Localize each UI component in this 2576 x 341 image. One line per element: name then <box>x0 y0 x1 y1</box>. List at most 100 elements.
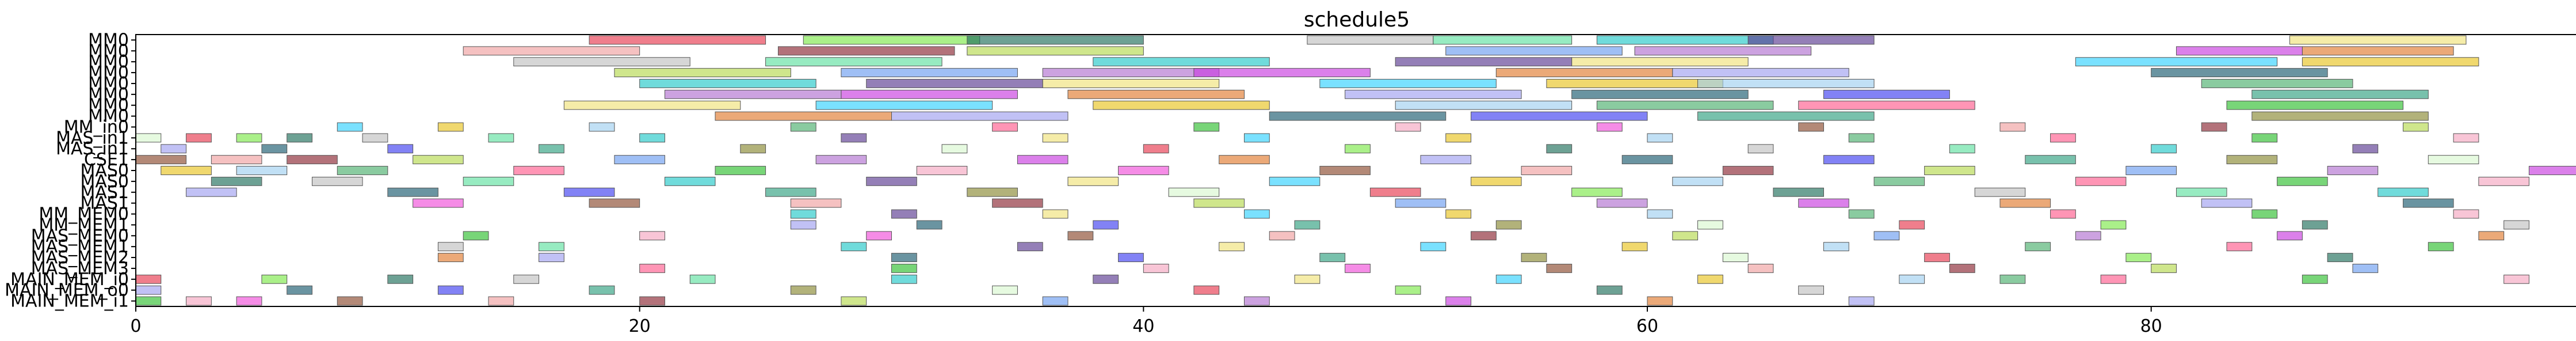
y-tick-label: MM_in0 <box>64 117 129 137</box>
gantt-bar <box>1596 198 1648 208</box>
gantt-bar <box>589 285 615 295</box>
gantt-bar <box>1621 242 1648 252</box>
x-tick-label: 20 <box>629 316 651 336</box>
gantt-bar <box>2226 155 2278 165</box>
gantt-bar <box>1546 144 1573 154</box>
gantt-bar <box>311 176 363 186</box>
gantt-bar <box>437 242 464 252</box>
gantt-bar <box>1924 253 1950 262</box>
gantt-bar <box>1974 187 2026 197</box>
gantt-bar <box>1521 166 1573 175</box>
gantt-bar <box>1999 274 2026 284</box>
gantt-bar <box>1471 231 1497 241</box>
gantt-bar <box>1093 220 1119 230</box>
gantt-bar <box>1395 122 1421 132</box>
gantt-bar <box>437 122 464 132</box>
gantt-bar <box>437 285 464 295</box>
gantt-bar <box>539 144 564 154</box>
gantt-bar <box>1823 89 1950 99</box>
gantt-bar <box>2327 166 2379 175</box>
gantt-bar <box>362 133 388 143</box>
gantt-bar <box>1093 100 1270 110</box>
gantt-bar <box>1345 89 1522 99</box>
gantt-bar <box>287 285 312 295</box>
gantt-bar <box>2251 89 2429 99</box>
gantt-bar <box>815 155 867 165</box>
gantt-bar <box>1899 220 1925 230</box>
gantt-bar <box>1823 242 1849 252</box>
gantt-bar <box>1773 187 1824 197</box>
gantt-bar <box>866 231 892 241</box>
gantt-bar <box>1495 68 1673 78</box>
y-tick-label: MAS_in1 <box>56 139 129 159</box>
gantt-bar <box>287 155 338 165</box>
gantt-bar <box>2226 242 2253 252</box>
gantt-bar <box>2251 133 2278 143</box>
gantt-bar <box>1873 231 1900 241</box>
gantt-bar <box>1243 209 1270 219</box>
gantt-bar <box>1949 144 1975 154</box>
gantt-bar <box>2075 57 2278 67</box>
gantt-bar <box>841 68 1018 78</box>
gantt-bar <box>387 187 438 197</box>
y-tick-label: MAS_MEM3 <box>31 259 129 279</box>
gantt-bar <box>790 285 816 295</box>
gantt-bar <box>992 122 1018 132</box>
gantt-bar <box>1143 144 1169 154</box>
gantt-bar <box>1873 176 1925 186</box>
y-tick-label: CSE1 <box>84 150 129 170</box>
gantt-bar <box>589 198 640 208</box>
y-tick-label: MM0 <box>88 30 129 50</box>
gantt-bar <box>437 253 464 262</box>
gantt-bar <box>1219 155 1270 165</box>
gantt-bar <box>1042 296 1068 306</box>
gantt-bar <box>1017 155 1068 165</box>
gantt-bar <box>1798 198 1849 208</box>
bars-layer <box>135 35 2576 306</box>
gantt-bar <box>2327 253 2353 262</box>
gantt-bar <box>916 220 942 230</box>
gantt-bar <box>1269 176 1321 186</box>
gantt-bar <box>2453 133 2479 143</box>
gantt-bar <box>1420 155 1472 165</box>
gantt-bar <box>513 274 540 284</box>
gantt-bar <box>2075 231 2101 241</box>
gantt-bar <box>2428 242 2454 252</box>
gantt-bar <box>589 35 766 45</box>
gantt-bar <box>2050 133 2076 143</box>
gantt-bar <box>777 46 955 56</box>
gantt-bar <box>967 187 1018 197</box>
gantt-bar <box>1999 198 2051 208</box>
gantt-bar <box>1924 166 1975 175</box>
gantt-bar <box>337 166 388 175</box>
gantt-bar <box>2025 155 2076 165</box>
y-tick-label: MAIN_MEM_o0 <box>5 281 129 301</box>
gantt-bar <box>891 111 1068 121</box>
gantt-bar <box>1848 209 1875 219</box>
gantt-bar <box>2528 166 2576 175</box>
gantt-bar <box>513 57 690 67</box>
gantt-bar <box>2504 220 2529 230</box>
gantt-bar <box>1697 79 1875 88</box>
gantt-bar <box>715 166 766 175</box>
gantt-bar <box>2201 79 2353 88</box>
gantt-bar <box>1471 111 1648 121</box>
gantt-bar <box>1193 122 1220 132</box>
gantt-bar <box>1294 220 1321 230</box>
gantt-bar <box>413 198 464 208</box>
gantt-bar <box>2352 263 2379 273</box>
gantt-bar <box>639 79 816 88</box>
x-ticks: 0 20 40 60 80 <box>130 306 2162 336</box>
y-tick-label: MAS1 <box>80 183 129 203</box>
gantt-bar <box>1143 263 1169 273</box>
gantt-bar <box>790 122 816 132</box>
gantt-bar <box>1798 122 1824 132</box>
gantt-bar <box>1672 231 1699 241</box>
gantt-bar <box>1093 274 1119 284</box>
gantt-bar <box>841 296 867 306</box>
y-tick-label: MM0 <box>88 74 129 94</box>
gantt-bar <box>186 296 212 306</box>
gantt-bar <box>1747 144 1774 154</box>
gantt-bar <box>916 166 968 175</box>
